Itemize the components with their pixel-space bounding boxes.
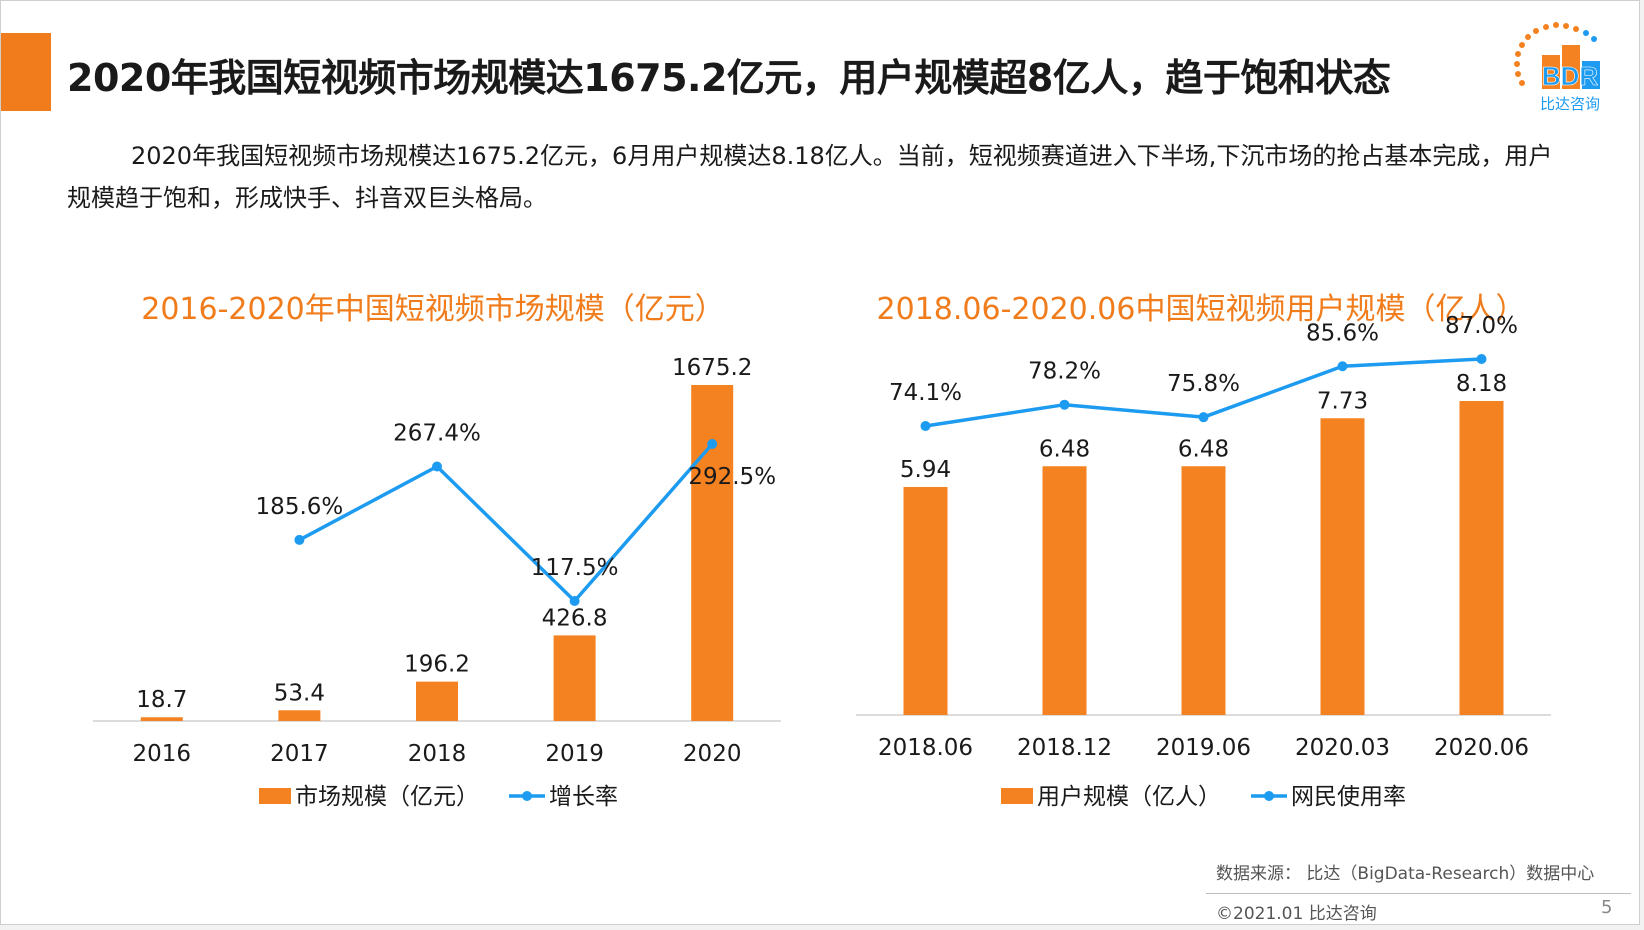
bar-value-label: 8.18 (1456, 371, 1507, 397)
copyright: ©2021.01 比达咨询 (1216, 904, 1377, 924)
logo-text: BDR (1542, 61, 1599, 91)
title-accent-bar (1, 33, 51, 111)
line-value-label: 185.6% (256, 494, 344, 520)
series-line (298, 442, 714, 603)
line-point (707, 439, 718, 449)
bar-value-label: 7.73 (1317, 388, 1368, 414)
legend-bar-label: 用户规模（亿人） (1037, 784, 1221, 810)
x-tick-label: 2017 (270, 741, 329, 767)
bar (903, 486, 948, 715)
page-number: 5 (1601, 897, 1613, 918)
x-tick-label: 2020.06 (1434, 735, 1529, 761)
logo-ring-dots (1514, 22, 1597, 86)
x-tick-label: 2018.12 (1017, 735, 1112, 761)
bar (553, 635, 596, 721)
bar (1181, 466, 1226, 715)
bar (691, 385, 734, 721)
x-tick-label: 2020.03 (1295, 735, 1390, 761)
market-size-chart-title: 2016-2020年中国短视频市场规模（亿元） (141, 292, 725, 327)
bar-value-label: 53.4 (274, 680, 325, 706)
x-tick-label: 2016 (133, 741, 192, 767)
line-point (920, 421, 931, 431)
bar-value-label: 1675.2 (672, 355, 752, 381)
line-point (1198, 412, 1209, 423)
summary-text: 2020年我国短视频市场规模达1675.2亿元，6月用户规模达8.18亿人。当前… (67, 142, 1553, 212)
bar-value-label: 196.2 (404, 652, 470, 678)
legend-line-marker (1264, 791, 1274, 801)
line-point (294, 534, 305, 545)
bar (1320, 418, 1365, 715)
line-point (1337, 361, 1348, 372)
bar-value-label: 6.48 (1039, 436, 1090, 462)
bar (140, 717, 183, 721)
bdr-logo: BDR 比达咨询 (1514, 22, 1600, 113)
line-value-label: 78.2% (1028, 359, 1101, 385)
line-point (1476, 354, 1487, 364)
bar-value-label: 6.48 (1178, 436, 1229, 462)
legend-bar-label: 市场规模（亿元） (295, 784, 479, 810)
bar (1459, 401, 1504, 715)
x-tick-label: 2018.06 (878, 735, 973, 761)
x-tick-label: 2019 (545, 741, 604, 767)
data-source: 数据来源： 比达（BigData-Research）数据中心 (1216, 864, 1595, 884)
x-tick-label: 2018 (408, 741, 467, 767)
x-tick-label: 2019.06 (1156, 735, 1251, 761)
bar-value-label: 18.7 (136, 687, 187, 713)
legend-line-marker (522, 791, 532, 801)
line-value-label: 117.5% (531, 555, 619, 581)
line-value-label: 85.6% (1306, 320, 1379, 346)
bar (278, 710, 321, 721)
legend-line-label: 网民使用率 (1291, 784, 1406, 810)
logo-subtext: 比达咨询 (1540, 95, 1600, 113)
footer-divider (1206, 893, 1631, 894)
line-value-label: 87.0% (1445, 313, 1518, 339)
line-point (1059, 399, 1070, 410)
bar-value-label: 426.8 (542, 605, 608, 631)
bar (1042, 466, 1087, 715)
legend-bar-swatch (259, 788, 291, 804)
bar (416, 681, 458, 721)
line-value-label: 267.4% (393, 421, 481, 447)
line-value-label: 292.5% (688, 464, 776, 490)
x-tick-label: 2020 (683, 741, 742, 767)
line-value-label: 74.1% (889, 380, 962, 406)
line-value-label: 75.8% (1167, 371, 1240, 397)
user-size-chart-title: 2018.06-2020.06中国短视频用户规模（亿人） (876, 292, 1526, 327)
line-point (569, 596, 580, 606)
legend-line-label: 增长率 (549, 784, 618, 810)
legend-bar-swatch (1001, 788, 1033, 804)
page-title: 2020年我国短视频市场规模达1675.2亿元，用户规模超8亿人，趋于饱和状态 (67, 56, 1391, 100)
bar-value-label: 5.94 (900, 457, 951, 483)
line-point (432, 461, 442, 472)
